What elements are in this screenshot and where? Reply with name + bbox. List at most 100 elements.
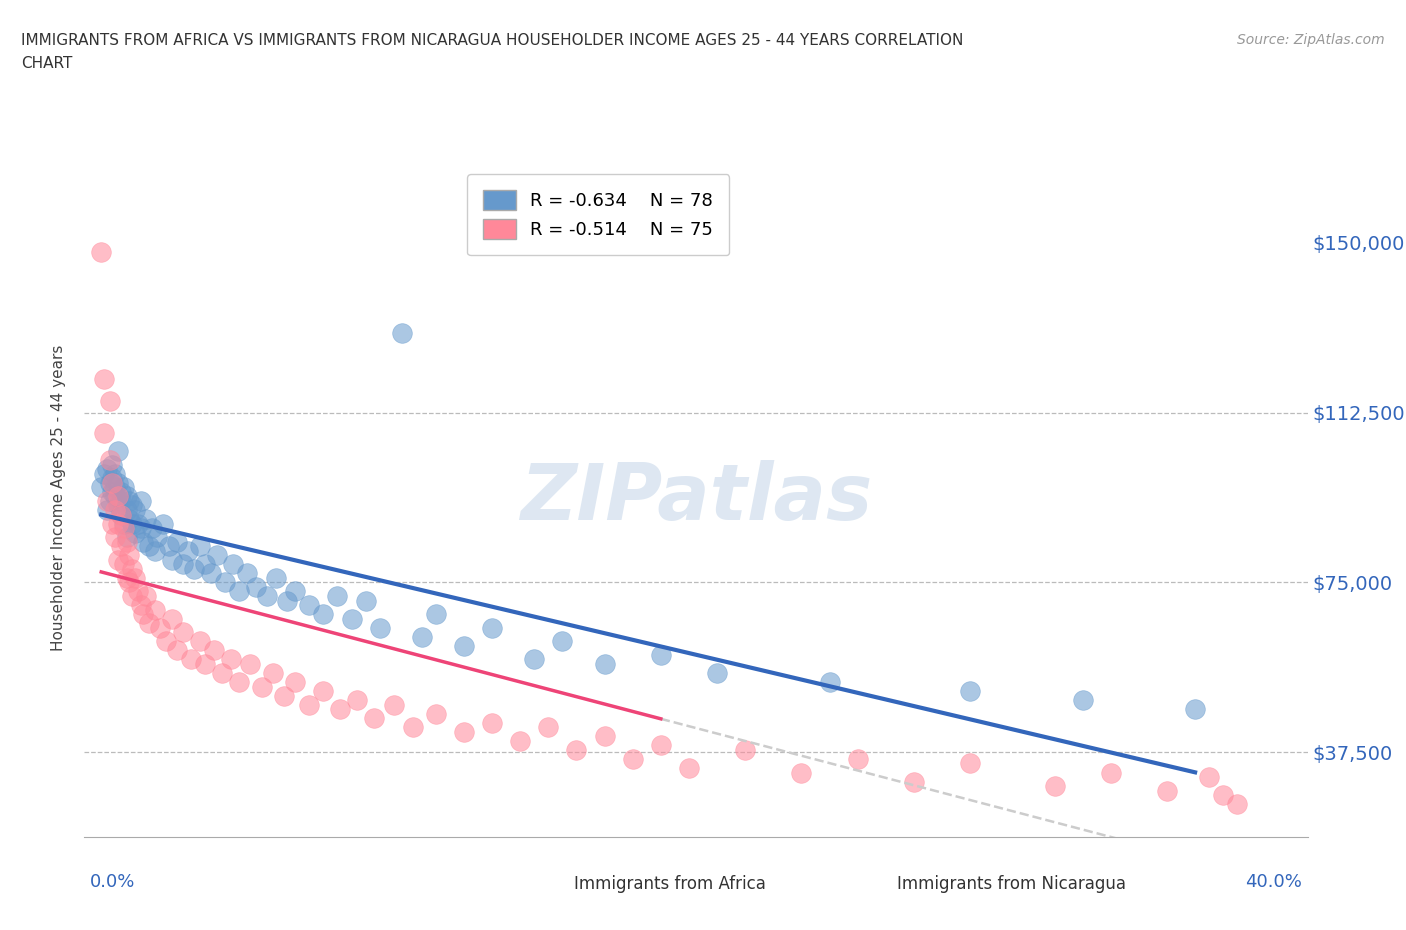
Point — [1226, 797, 1249, 812]
Point — [138, 538, 160, 553]
Point — [101, 471, 124, 485]
Point — [157, 538, 180, 553]
Point — [115, 534, 138, 549]
Point — [284, 584, 307, 599]
Point — [166, 534, 188, 549]
Point — [537, 720, 560, 735]
Point — [110, 507, 132, 522]
Point — [346, 693, 368, 708]
Point — [481, 715, 503, 730]
Text: 0.0%: 0.0% — [90, 873, 135, 891]
Point — [110, 485, 132, 499]
Point — [110, 494, 132, 509]
Point — [132, 606, 155, 621]
Point — [194, 657, 217, 671]
Point — [121, 498, 143, 513]
Point — [211, 666, 233, 681]
Point — [298, 698, 321, 712]
Point — [107, 552, 129, 567]
Point — [101, 475, 124, 490]
Text: IMMIGRANTS FROM AFRICA VS IMMIGRANTS FROM NICARAGUA HOUSEHOLDER INCOME AGES 25 -: IMMIGRANTS FROM AFRICA VS IMMIGRANTS FRO… — [21, 33, 963, 47]
Point — [284, 674, 307, 689]
Point — [205, 548, 228, 563]
Point — [363, 711, 385, 725]
Point — [734, 742, 756, 757]
Point — [1212, 788, 1234, 803]
Point — [129, 521, 152, 536]
Point — [160, 552, 183, 567]
Point — [1184, 702, 1206, 717]
Point — [214, 575, 236, 590]
Point — [112, 480, 135, 495]
Point — [509, 734, 531, 749]
Point — [172, 557, 194, 572]
Point — [228, 584, 250, 599]
Text: ZIPatlas: ZIPatlas — [520, 459, 872, 536]
Point — [846, 751, 869, 766]
Point — [152, 516, 174, 531]
Point — [411, 630, 433, 644]
Point — [183, 562, 205, 577]
Point — [273, 688, 295, 703]
Point — [481, 620, 503, 635]
Y-axis label: Householder Income Ages 25 - 44 years: Householder Income Ages 25 - 44 years — [51, 344, 66, 651]
Point — [98, 494, 121, 509]
Point — [264, 570, 287, 585]
Point — [146, 530, 169, 545]
Text: CHART: CHART — [21, 56, 73, 71]
Point — [124, 525, 146, 540]
Point — [118, 548, 141, 563]
Point — [110, 538, 132, 553]
Point — [121, 562, 143, 577]
Point — [115, 570, 138, 585]
Point — [959, 756, 981, 771]
Point — [127, 584, 149, 599]
Point — [200, 566, 222, 581]
Point — [90, 245, 112, 259]
Point — [256, 589, 278, 604]
Point — [115, 530, 138, 545]
Point — [903, 774, 925, 789]
Point — [118, 575, 141, 590]
Point — [1071, 693, 1094, 708]
Point — [177, 543, 200, 558]
Point — [107, 489, 129, 504]
Point — [219, 652, 242, 667]
Point — [959, 684, 981, 698]
Point — [132, 534, 155, 549]
Point — [298, 598, 321, 613]
Point — [551, 634, 574, 649]
Point — [593, 657, 616, 671]
Point — [236, 566, 259, 581]
Point — [425, 606, 447, 621]
Point — [104, 480, 127, 495]
Point — [104, 502, 127, 517]
Point — [107, 475, 129, 490]
Point — [818, 674, 841, 689]
Point — [107, 516, 129, 531]
Point — [155, 634, 177, 649]
Point — [250, 679, 273, 694]
Point — [96, 494, 118, 509]
Text: Immigrants from Africa: Immigrants from Africa — [574, 875, 765, 894]
Point — [425, 706, 447, 721]
Point — [98, 394, 121, 409]
Point — [160, 611, 183, 626]
Point — [1198, 770, 1220, 785]
Point — [149, 620, 172, 635]
Point — [228, 674, 250, 689]
Text: Source: ZipAtlas.com: Source: ZipAtlas.com — [1237, 33, 1385, 46]
Point — [1043, 778, 1066, 793]
Point — [239, 657, 262, 671]
Point — [262, 666, 284, 681]
Point — [790, 765, 813, 780]
Point — [402, 720, 425, 735]
Point — [143, 602, 166, 617]
Text: 40.0%: 40.0% — [1246, 873, 1302, 891]
Point — [312, 606, 335, 621]
Point — [354, 593, 377, 608]
Point — [107, 498, 129, 513]
Point — [1099, 765, 1122, 780]
Point — [1156, 783, 1178, 798]
Point — [115, 502, 138, 517]
